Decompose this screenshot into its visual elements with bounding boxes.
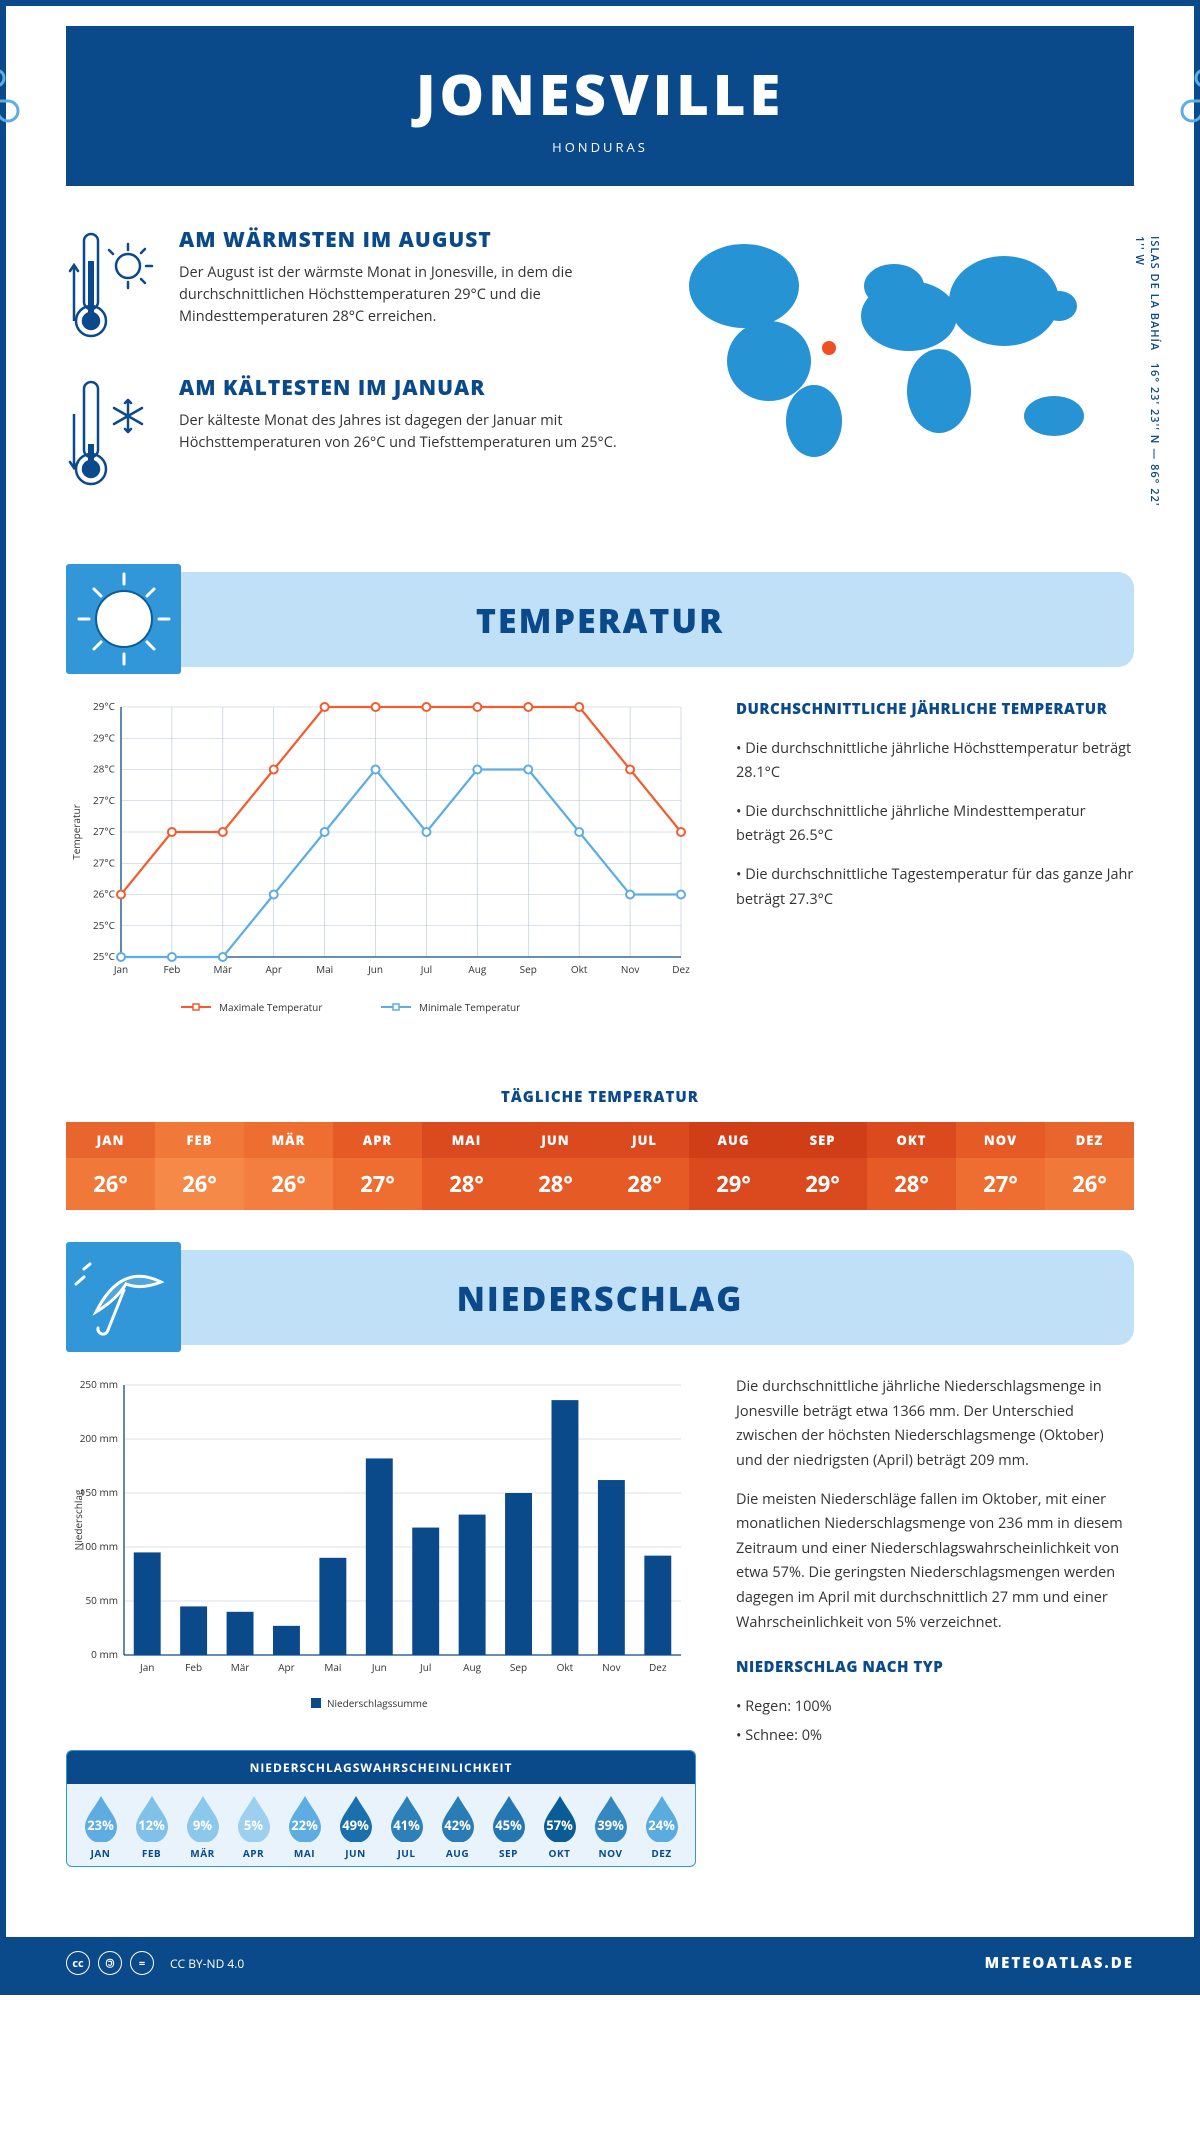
license-text: CC BY-ND 4.0 — [170, 1955, 244, 1972]
svg-text:Mär: Mär — [231, 1660, 250, 1674]
svg-text:Maximale Temperatur: Maximale Temperatur — [219, 1000, 322, 1014]
svg-text:Jul: Jul — [420, 962, 432, 976]
svg-text:Dez: Dez — [649, 1660, 667, 1674]
temp-bullet: • Die durchschnittliche jährliche Höchst… — [736, 737, 1134, 786]
by-icon: 🄯 — [98, 1951, 122, 1975]
svg-text:50 mm: 50 mm — [85, 1593, 118, 1607]
world-map: ISLAS DE LA BAHÍA 16° 23' 23'' N — 86° 2… — [674, 226, 1134, 522]
daily-temp-title: TÄGLICHE TEMPERATUR — [6, 1087, 1194, 1107]
svg-text:25°C: 25°C — [93, 918, 115, 932]
svg-text:Mai: Mai — [324, 1660, 341, 1674]
daily-temp-table: JANFEBMÄRAPRMAIJUNJULAUGSEPOKTNOVDEZ26°2… — [66, 1122, 1134, 1210]
svg-text:Niederschlagssumme: Niederschlagssumme — [327, 1696, 428, 1710]
svg-text:27°C: 27°C — [93, 793, 115, 807]
svg-text:Aug: Aug — [468, 962, 486, 976]
svg-text:Jun: Jun — [367, 962, 383, 976]
svg-text:Okt: Okt — [571, 962, 588, 976]
svg-text:Apr: Apr — [265, 962, 282, 976]
site-name: METEOATLAS.DE — [985, 1953, 1134, 1973]
country-subtitle: HONDURAS — [86, 138, 1114, 156]
coldest-block: AM KÄLTESTEN IM JANUAR Der kälteste Monat… — [66, 374, 644, 494]
svg-text:29°C: 29°C — [93, 699, 115, 713]
temperature-title: TEMPERATUR — [196, 597, 1134, 643]
precipitation-section-header: NIEDERSCHLAG — [66, 1250, 1134, 1345]
umbrella-icon — [66, 1242, 181, 1352]
svg-text:Mär: Mär — [213, 962, 232, 976]
svg-text:29°C: 29°C — [93, 730, 115, 744]
temperature-info: DURCHSCHNITTLICHE JÄHRLICHE TEMPERATUR •… — [736, 697, 1134, 1042]
svg-text:27°C: 27°C — [93, 855, 115, 869]
wind-icon — [1149, 61, 1200, 141]
warmest-block: AM WÄRMSTEN IM AUGUST Der August ist der … — [66, 226, 644, 346]
svg-text:Jan: Jan — [139, 1660, 154, 1674]
svg-text:Feb: Feb — [163, 962, 180, 976]
warmest-title: AM WÄRMSTEN IM AUGUST — [179, 226, 644, 254]
precip-para: Die meisten Niederschläge fallen im Okto… — [736, 1488, 1134, 1636]
svg-text:Jun: Jun — [371, 1660, 387, 1674]
svg-text:150 mm: 150 mm — [80, 1485, 118, 1499]
svg-text:100 mm: 100 mm — [80, 1539, 118, 1553]
svg-text:0 mm: 0 mm — [91, 1647, 118, 1661]
coordinates: ISLAS DE LA BAHÍA 16° 23' 23'' N — 86° 2… — [1132, 236, 1162, 522]
page-header: JONESVILLE HONDURAS — [66, 26, 1134, 186]
precipitation-title: NIEDERSCHLAG — [196, 1275, 1134, 1321]
svg-text:25°C: 25°C — [93, 949, 115, 963]
sun-icon — [66, 564, 181, 674]
precip-rain: • Regen: 100% — [736, 1695, 1134, 1720]
cc-icon: cc — [66, 1951, 90, 1975]
svg-text:Sep: Sep — [520, 962, 537, 976]
svg-text:Aug: Aug — [463, 1660, 481, 1674]
svg-text:Apr: Apr — [278, 1660, 295, 1674]
precip-prob-title: NIEDERSCHLAGSWAHRSCHEINLICHKEIT — [67, 1751, 695, 1784]
svg-text:26°C: 26°C — [93, 887, 115, 901]
page-footer: cc 🄯 = CC BY-ND 4.0 METEOATLAS.DE — [6, 1937, 1194, 1989]
svg-text:Nov: Nov — [621, 962, 640, 976]
svg-text:Okt: Okt — [557, 1660, 574, 1674]
svg-text:Temperatur: Temperatur — [69, 804, 83, 860]
svg-text:Jul: Jul — [419, 1660, 431, 1674]
svg-text:Nov: Nov — [602, 1660, 621, 1674]
warmest-text: Der August ist der wärmste Monat in Jone… — [179, 262, 644, 327]
svg-text:Dez: Dez — [672, 962, 690, 976]
precip-para: Die durchschnittliche jährliche Niedersc… — [736, 1375, 1134, 1474]
precip-type-title: NIEDERSCHLAG NACH TYP — [736, 1655, 1134, 1681]
wind-icon — [0, 61, 51, 141]
precip-snow: • Schnee: 0% — [736, 1724, 1134, 1749]
precipitation-probability: NIEDERSCHLAGSWAHRSCHEINLICHKEIT 23%JAN12… — [66, 1750, 696, 1867]
precipitation-info: Die durchschnittliche jährliche Niedersc… — [736, 1375, 1134, 1887]
svg-text:Sep: Sep — [510, 1660, 527, 1674]
svg-text:Minimale Temperatur: Minimale Temperatur — [419, 1000, 520, 1014]
temperature-section-header: TEMPERATUR — [66, 572, 1134, 667]
precipitation-chart: 0 mm 50 mm 100 mm 150 mm 200 mm 250 mm Nieders… — [66, 1375, 696, 1730]
nd-icon: = — [130, 1951, 154, 1975]
svg-text:Niederschlag: Niederschlag — [71, 1489, 85, 1550]
license: cc 🄯 = CC BY-ND 4.0 — [66, 1951, 244, 1975]
intro-row: AM WÄRMSTEN IM AUGUST Der August ist der … — [6, 216, 1194, 552]
svg-text:28°C: 28°C — [93, 762, 115, 776]
coldest-text: Der kälteste Monat des Jahres ist dagege… — [179, 410, 644, 454]
svg-text:27°C: 27°C — [93, 824, 115, 838]
city-title: JONESVILLE — [86, 56, 1114, 132]
svg-text:250 mm: 250 mm — [80, 1377, 118, 1391]
svg-text:200 mm: 200 mm — [80, 1431, 118, 1445]
coldest-title: AM KÄLTESTEN IM JANUAR — [179, 374, 644, 402]
thermometer-hot-icon — [66, 226, 161, 346]
temp-bullet: • Die durchschnittliche Tagestemperatur … — [736, 863, 1134, 912]
svg-text:Feb: Feb — [185, 1660, 202, 1674]
temp-bullet: • Die durchschnittliche jährliche Mindes… — [736, 800, 1134, 849]
svg-text:Mai: Mai — [316, 962, 333, 976]
temperature-chart: 25°C 25°C 26°C 27°C 27°C 27°C 28°C 29°C 29°C Temp… — [66, 697, 696, 1042]
temp-info-title: DURCHSCHNITTLICHE JÄHRLICHE TEMPERATUR — [736, 697, 1134, 723]
thermometer-cold-icon — [66, 374, 161, 494]
svg-text:Jan: Jan — [113, 962, 128, 976]
